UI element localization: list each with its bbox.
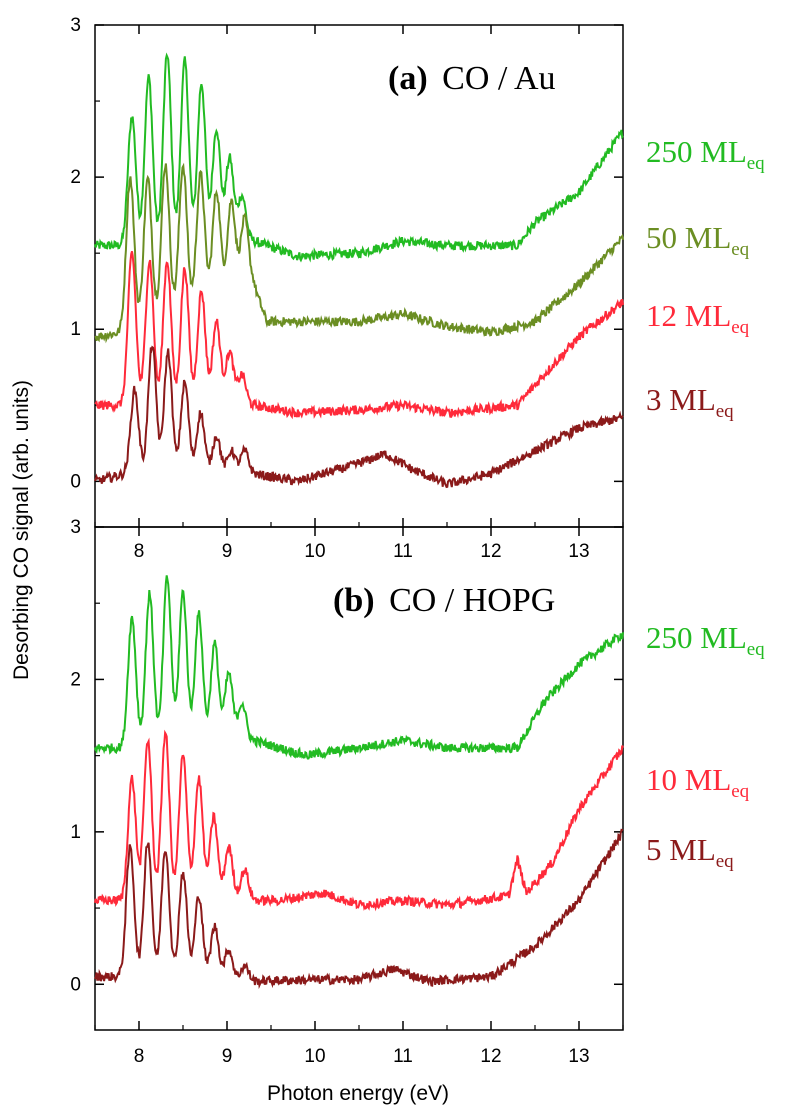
series-line <box>94 251 624 420</box>
x-tick-label: 10 <box>304 541 325 562</box>
panel-b-lines <box>94 575 624 990</box>
y-tick-label: 3 <box>70 517 81 538</box>
y-tick-label: 2 <box>70 167 81 188</box>
series-label-sub: eq <box>747 153 765 174</box>
x-tick-label: 8 <box>134 1046 145 1067</box>
x-tick-label: 11 <box>393 1046 413 1067</box>
panel-a-title: CO / Au <box>442 60 555 97</box>
series-line <box>94 828 624 990</box>
y-axis-title: Desorbing CO signal (arb. units) <box>10 380 33 680</box>
series-line <box>94 52 624 263</box>
series-label-main: 3 ML <box>646 382 716 417</box>
series-label: 250 MLeq <box>646 620 765 660</box>
x-tick-label: 8 <box>134 541 145 562</box>
series-label-main: 250 ML <box>646 620 747 655</box>
panel-b-x-ticks: 8 9 10 11 12 13 <box>94 527 624 1067</box>
series-line <box>94 729 624 912</box>
y-tick-label: 2 <box>70 669 81 690</box>
series-label-sub: eq <box>716 401 734 422</box>
series-line <box>94 162 624 344</box>
series-label-sub: eq <box>731 239 749 260</box>
y-tick-label: 3 <box>70 15 81 36</box>
series-label: 12 MLeq <box>646 298 750 338</box>
panel-a-frame <box>94 24 624 528</box>
x-tick-label: 9 <box>222 1046 233 1067</box>
y-tick-label: 1 <box>70 822 81 843</box>
series-label-sub: eq <box>731 317 749 338</box>
y-tick-label: 0 <box>70 974 81 995</box>
series-label-main: 250 ML <box>646 134 747 169</box>
series-label-main: 10 ML <box>646 762 731 797</box>
series-line <box>94 345 624 489</box>
panel-a-x-ticks: 8 9 10 11 12 13 <box>94 25 624 562</box>
x-tick-label: 13 <box>568 541 589 562</box>
x-tick-label: 9 <box>222 541 233 562</box>
series-label: 50 MLeq <box>646 220 750 260</box>
series-label-main: 50 ML <box>646 220 731 255</box>
x-tick-label: 13 <box>568 1046 589 1067</box>
x-tick-label: 12 <box>480 1046 501 1067</box>
y-tick-label: 0 <box>70 471 81 492</box>
series-label: 10 MLeq <box>646 762 750 802</box>
x-tick-label: 11 <box>393 541 413 562</box>
x-axis-title: Photon energy (eV) <box>267 1082 449 1105</box>
series-line <box>94 575 624 760</box>
panel-b-label: (b) CO / HOPG <box>333 582 555 619</box>
series-label-sub: eq <box>731 781 749 802</box>
x-tick-label: 12 <box>480 541 501 562</box>
series-label: 3 MLeq <box>646 382 734 422</box>
panel-b-title: CO / HOPG <box>389 582 555 619</box>
panel-b-letter: (b) <box>333 582 375 619</box>
panel-a-letter: (a) <box>388 60 428 97</box>
x-tick-label: 10 <box>304 1046 325 1067</box>
y-tick-label: 1 <box>70 319 81 340</box>
panel-a-lines <box>94 52 624 489</box>
panel-a-label: (a) CO / Au <box>388 60 556 97</box>
series-label-main: 5 ML <box>646 832 716 867</box>
series-label: 5 MLeq <box>646 832 734 872</box>
series-label-sub: eq <box>747 639 765 660</box>
series-label: 250 MLeq <box>646 134 765 174</box>
series-label-sub: eq <box>716 851 734 872</box>
series-label-main: 12 ML <box>646 298 731 333</box>
